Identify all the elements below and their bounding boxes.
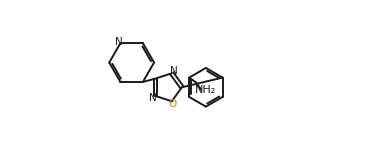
Text: N: N: [149, 93, 157, 103]
Text: O: O: [169, 99, 177, 109]
Text: NH₂: NH₂: [195, 85, 216, 95]
Text: N: N: [170, 66, 178, 76]
Text: N: N: [115, 37, 122, 47]
